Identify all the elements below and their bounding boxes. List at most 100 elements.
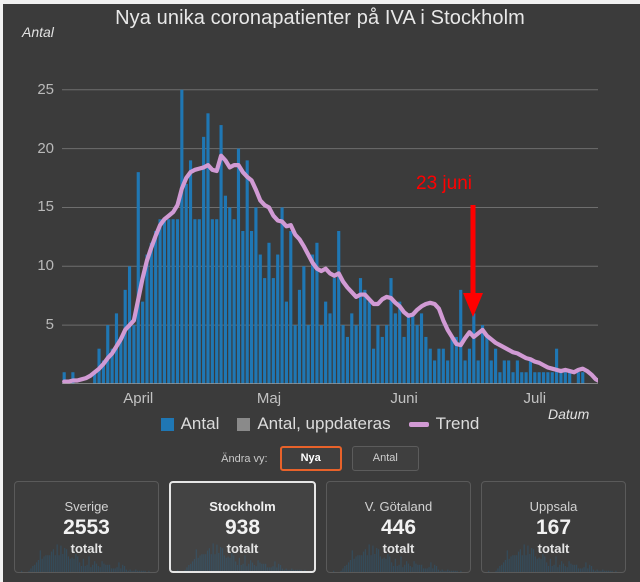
bar[interactable] [350,313,354,384]
bar[interactable] [494,348,498,384]
bar[interactable] [568,372,572,384]
bar[interactable] [289,231,293,384]
bar[interactable] [550,372,554,384]
bar[interactable] [228,207,232,384]
stat-card-uppsala[interactable]: Uppsala 167 totalt [481,481,626,573]
bar[interactable] [263,278,267,384]
bar[interactable] [293,325,297,384]
bar[interactable] [311,254,315,384]
bar[interactable] [385,325,389,384]
bar[interactable] [184,183,188,384]
bar[interactable] [145,254,149,384]
bar[interactable] [136,172,140,384]
bar[interactable] [219,125,223,384]
bar[interactable] [175,219,180,384]
bar[interactable] [119,336,123,384]
bar[interactable] [419,313,424,384]
bar[interactable] [258,254,262,384]
bar[interactable] [411,313,415,384]
bar[interactable] [463,360,467,384]
bar[interactable] [62,372,66,384]
bar[interactable] [537,372,541,384]
bar[interactable] [110,348,114,384]
legend-item[interactable]: Antal [160,414,219,434]
bar[interactable] [188,160,193,384]
bar[interactable] [202,136,206,384]
bar[interactable] [528,360,533,384]
bar[interactable] [254,207,258,384]
bar[interactable] [215,219,219,384]
bar[interactable] [206,113,210,384]
bar[interactable] [280,207,284,384]
bar[interactable] [337,231,341,384]
stat-card-v-g-taland[interactable]: V. Götaland 446 totalt [326,481,471,573]
bar[interactable] [489,360,493,384]
bar[interactable] [380,336,384,384]
bar[interactable] [167,219,171,384]
bar[interactable] [581,372,585,384]
bar[interactable] [236,148,241,384]
bar[interactable] [524,372,528,384]
bar[interactable] [363,289,367,384]
bar[interactable] [367,301,371,384]
bar[interactable] [324,301,328,384]
bar[interactable] [433,360,437,384]
bar[interactable] [154,231,158,384]
bar[interactable] [223,195,227,384]
bar[interactable] [210,219,214,384]
bar[interactable] [467,348,472,384]
bar[interactable] [132,325,136,384]
bar[interactable] [162,219,166,384]
bar[interactable] [424,336,428,384]
bar[interactable] [245,160,249,384]
bar[interactable] [171,219,175,384]
bar[interactable] [141,301,145,384]
stat-card-sverige[interactable]: Sverige 2553 totalt [14,481,159,573]
bar[interactable] [541,372,546,384]
bar[interactable] [406,313,411,384]
bar[interactable] [101,360,105,384]
bar[interactable] [241,231,245,384]
view-toggle-button-nya[interactable]: Nya [279,446,342,471]
bar[interactable] [502,360,506,384]
bar[interactable] [180,89,184,384]
bar[interactable] [123,289,127,384]
bar[interactable] [485,336,489,384]
bar[interactable] [559,372,563,384]
bar[interactable] [454,336,458,384]
bar[interactable] [297,289,302,384]
bar[interactable] [576,372,580,384]
stat-card-stockholm[interactable]: Stockholm 938 totalt [169,481,316,573]
bar[interactable] [315,242,319,384]
bar[interactable] [276,254,280,384]
bar[interactable] [520,372,524,384]
bar[interactable] [389,278,393,384]
bar[interactable] [197,219,201,384]
bar[interactable] [450,336,454,384]
bar[interactable] [284,301,288,384]
bar[interactable] [271,278,275,384]
bar[interactable] [428,348,432,384]
bar[interactable] [546,372,550,384]
bar[interactable] [437,348,441,384]
bar[interactable] [149,242,153,384]
bar[interactable] [232,219,236,384]
bar[interactable] [476,360,480,384]
bar[interactable] [515,360,519,384]
bar[interactable] [354,325,358,384]
bar[interactable] [402,336,406,384]
bar[interactable] [398,301,402,384]
bar[interactable] [472,313,476,384]
bar[interactable] [507,360,511,384]
bar[interactable] [511,372,515,384]
bar[interactable] [393,313,397,384]
bar[interactable] [249,231,254,384]
bar[interactable] [319,325,323,384]
bar[interactable] [533,372,537,384]
bar[interactable] [306,325,310,384]
bar[interactable] [372,348,376,384]
bar[interactable] [555,348,559,384]
bar[interactable] [480,325,485,384]
bar[interactable] [415,325,419,384]
bar[interactable] [345,336,349,384]
